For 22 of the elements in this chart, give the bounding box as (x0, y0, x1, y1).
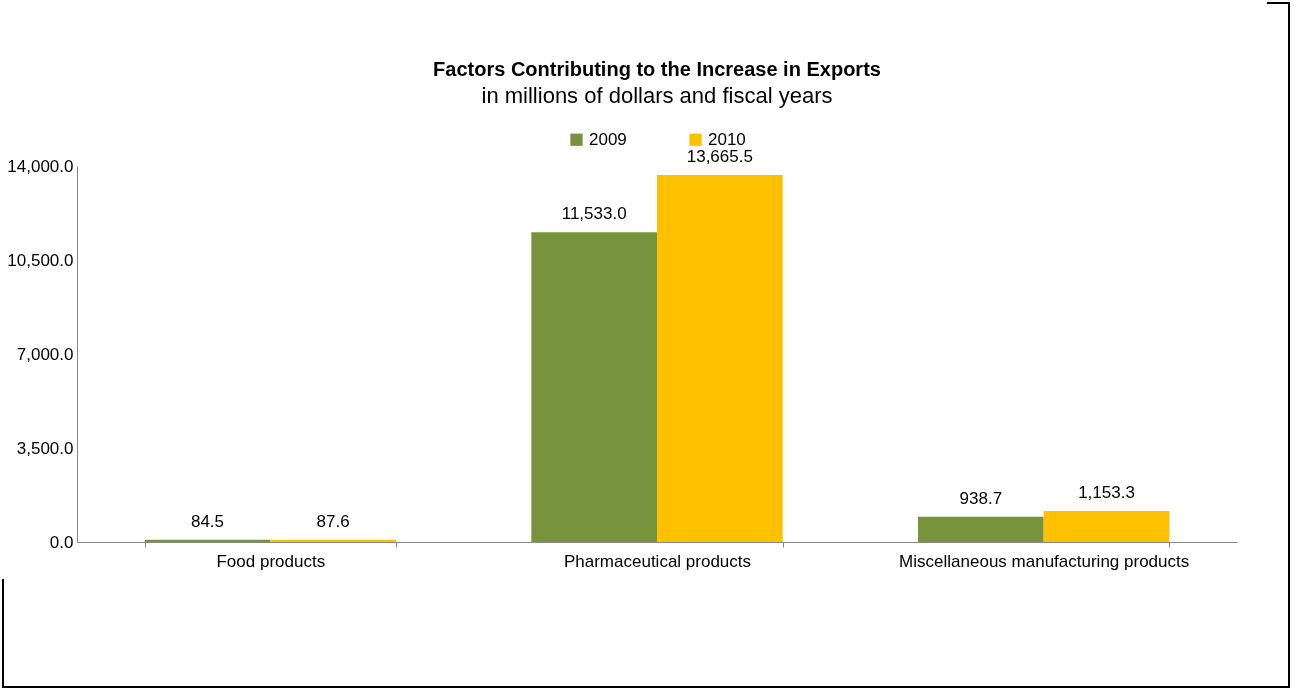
bar (1043, 511, 1170, 542)
data-label: 13,665.5 (686, 146, 753, 166)
y-tick-label: 14,000.0 (7, 156, 74, 176)
chart-title: Factors Contributing to the Increase in Exports (433, 58, 881, 80)
bar (918, 516, 1044, 542)
x-tick-label: Pharmaceutical products (563, 551, 752, 571)
y-tick-label: 3,500.0 (16, 438, 74, 458)
y-tick-label: 7,000.0 (16, 344, 74, 364)
y-tick-label: 0.0 (49, 532, 74, 552)
x-tick-label: Miscellaneous manufacturing products (899, 551, 1190, 571)
data-label: 1,153.3 (1078, 483, 1135, 503)
x-tick-label: Food products (216, 551, 326, 571)
data-label: 87.6 (316, 511, 350, 531)
data-label: 84.5 (190, 511, 225, 531)
bar (657, 174, 783, 542)
data-label: 11,533.0 (561, 204, 627, 224)
y-tick-label: 10,500.0 (7, 250, 74, 270)
bar (531, 232, 657, 542)
data-label: 938.7 (959, 488, 1003, 508)
legend-label: 2010 (708, 129, 746, 149)
chart-subtitle: in millions of dollars and fiscal years (481, 83, 833, 108)
legend-label: 2009 (589, 129, 627, 149)
